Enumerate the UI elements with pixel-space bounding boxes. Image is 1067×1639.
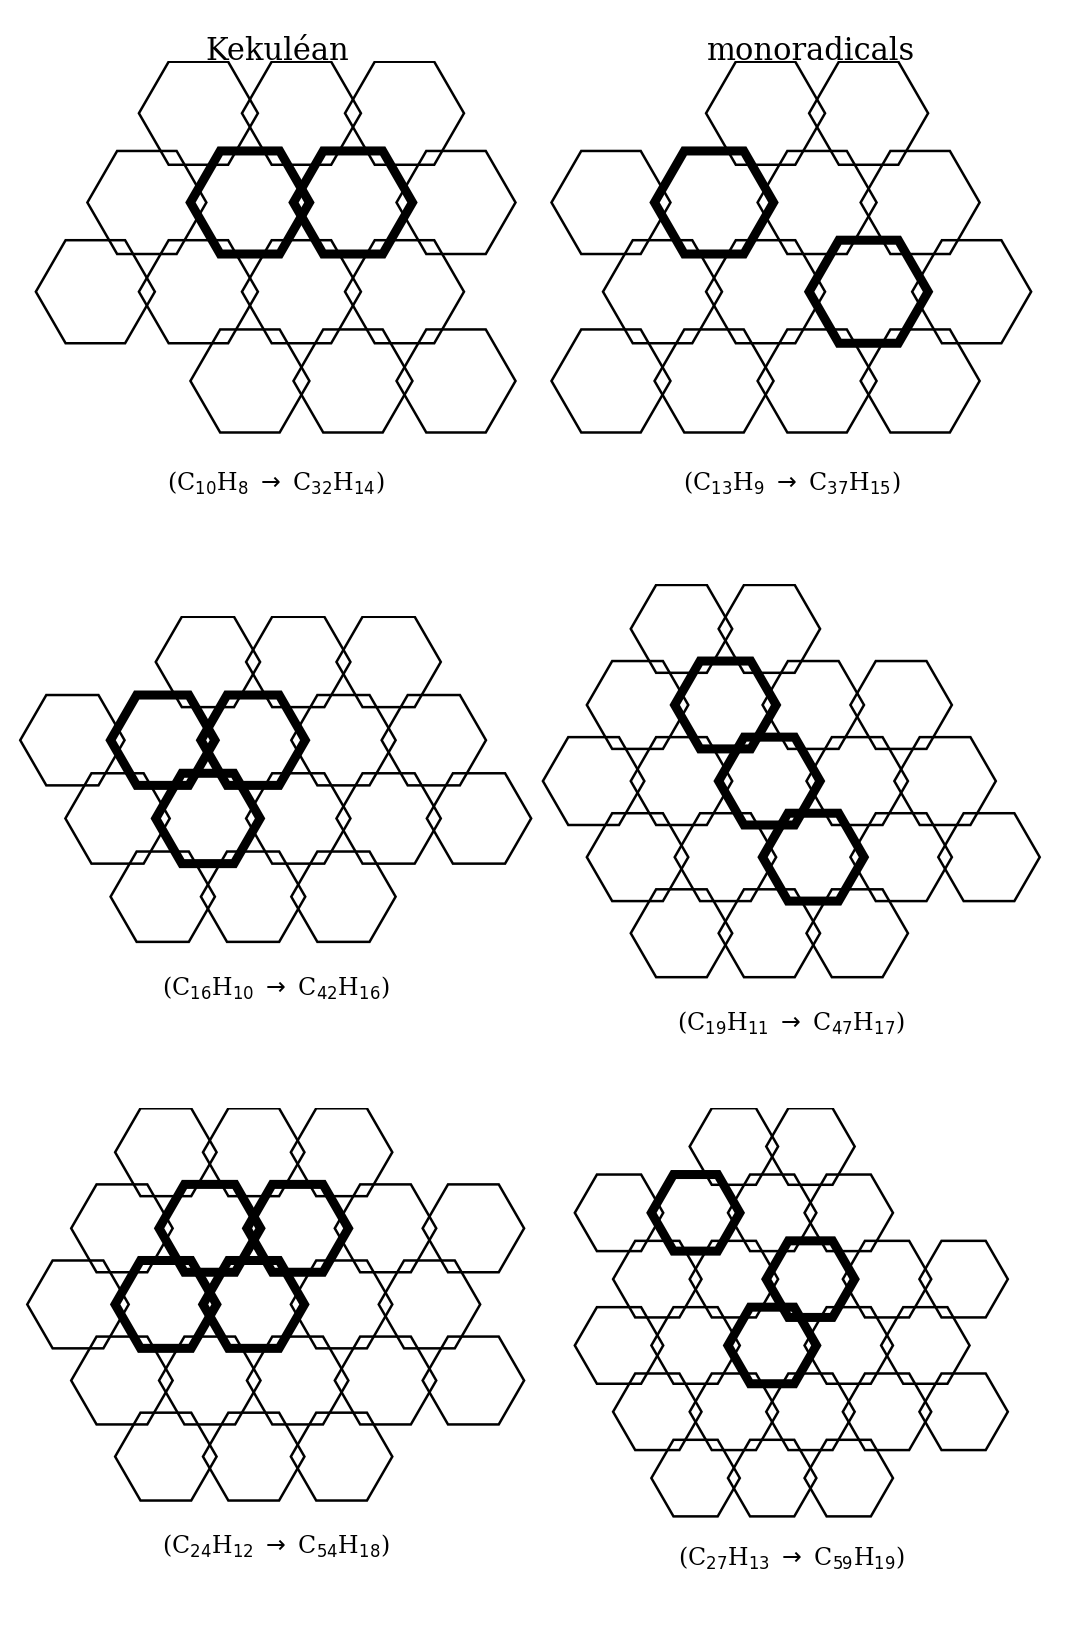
- Text: (C$_{10}$H$_8$ $\rightarrow$ C$_{32}$H$_{14}$): (C$_{10}$H$_8$ $\rightarrow$ C$_{32}$H$_…: [166, 470, 384, 497]
- Text: (C$_{19}$H$_{11}$ $\rightarrow$ C$_{47}$H$_{17}$): (C$_{19}$H$_{11}$ $\rightarrow$ C$_{47}$…: [678, 1010, 905, 1036]
- Text: (C$_{24}$H$_{12}$ $\rightarrow$ C$_{54}$H$_{18}$): (C$_{24}$H$_{12}$ $\rightarrow$ C$_{54}$…: [162, 1532, 389, 1560]
- Text: Kekuléan: Kekuléan: [206, 36, 349, 67]
- Text: (C$_{13}$H$_9$ $\rightarrow$ C$_{37}$H$_{15}$): (C$_{13}$H$_9$ $\rightarrow$ C$_{37}$H$_…: [683, 470, 901, 497]
- Text: monoradicals: monoradicals: [706, 36, 915, 67]
- Text: (C$_{27}$H$_{13}$ $\rightarrow$ C$_{59}$H$_{19}$): (C$_{27}$H$_{13}$ $\rightarrow$ C$_{59}$…: [678, 1544, 905, 1572]
- Text: (C$_{16}$H$_{10}$ $\rightarrow$ C$_{42}$H$_{16}$): (C$_{16}$H$_{10}$ $\rightarrow$ C$_{42}$…: [162, 975, 389, 1001]
